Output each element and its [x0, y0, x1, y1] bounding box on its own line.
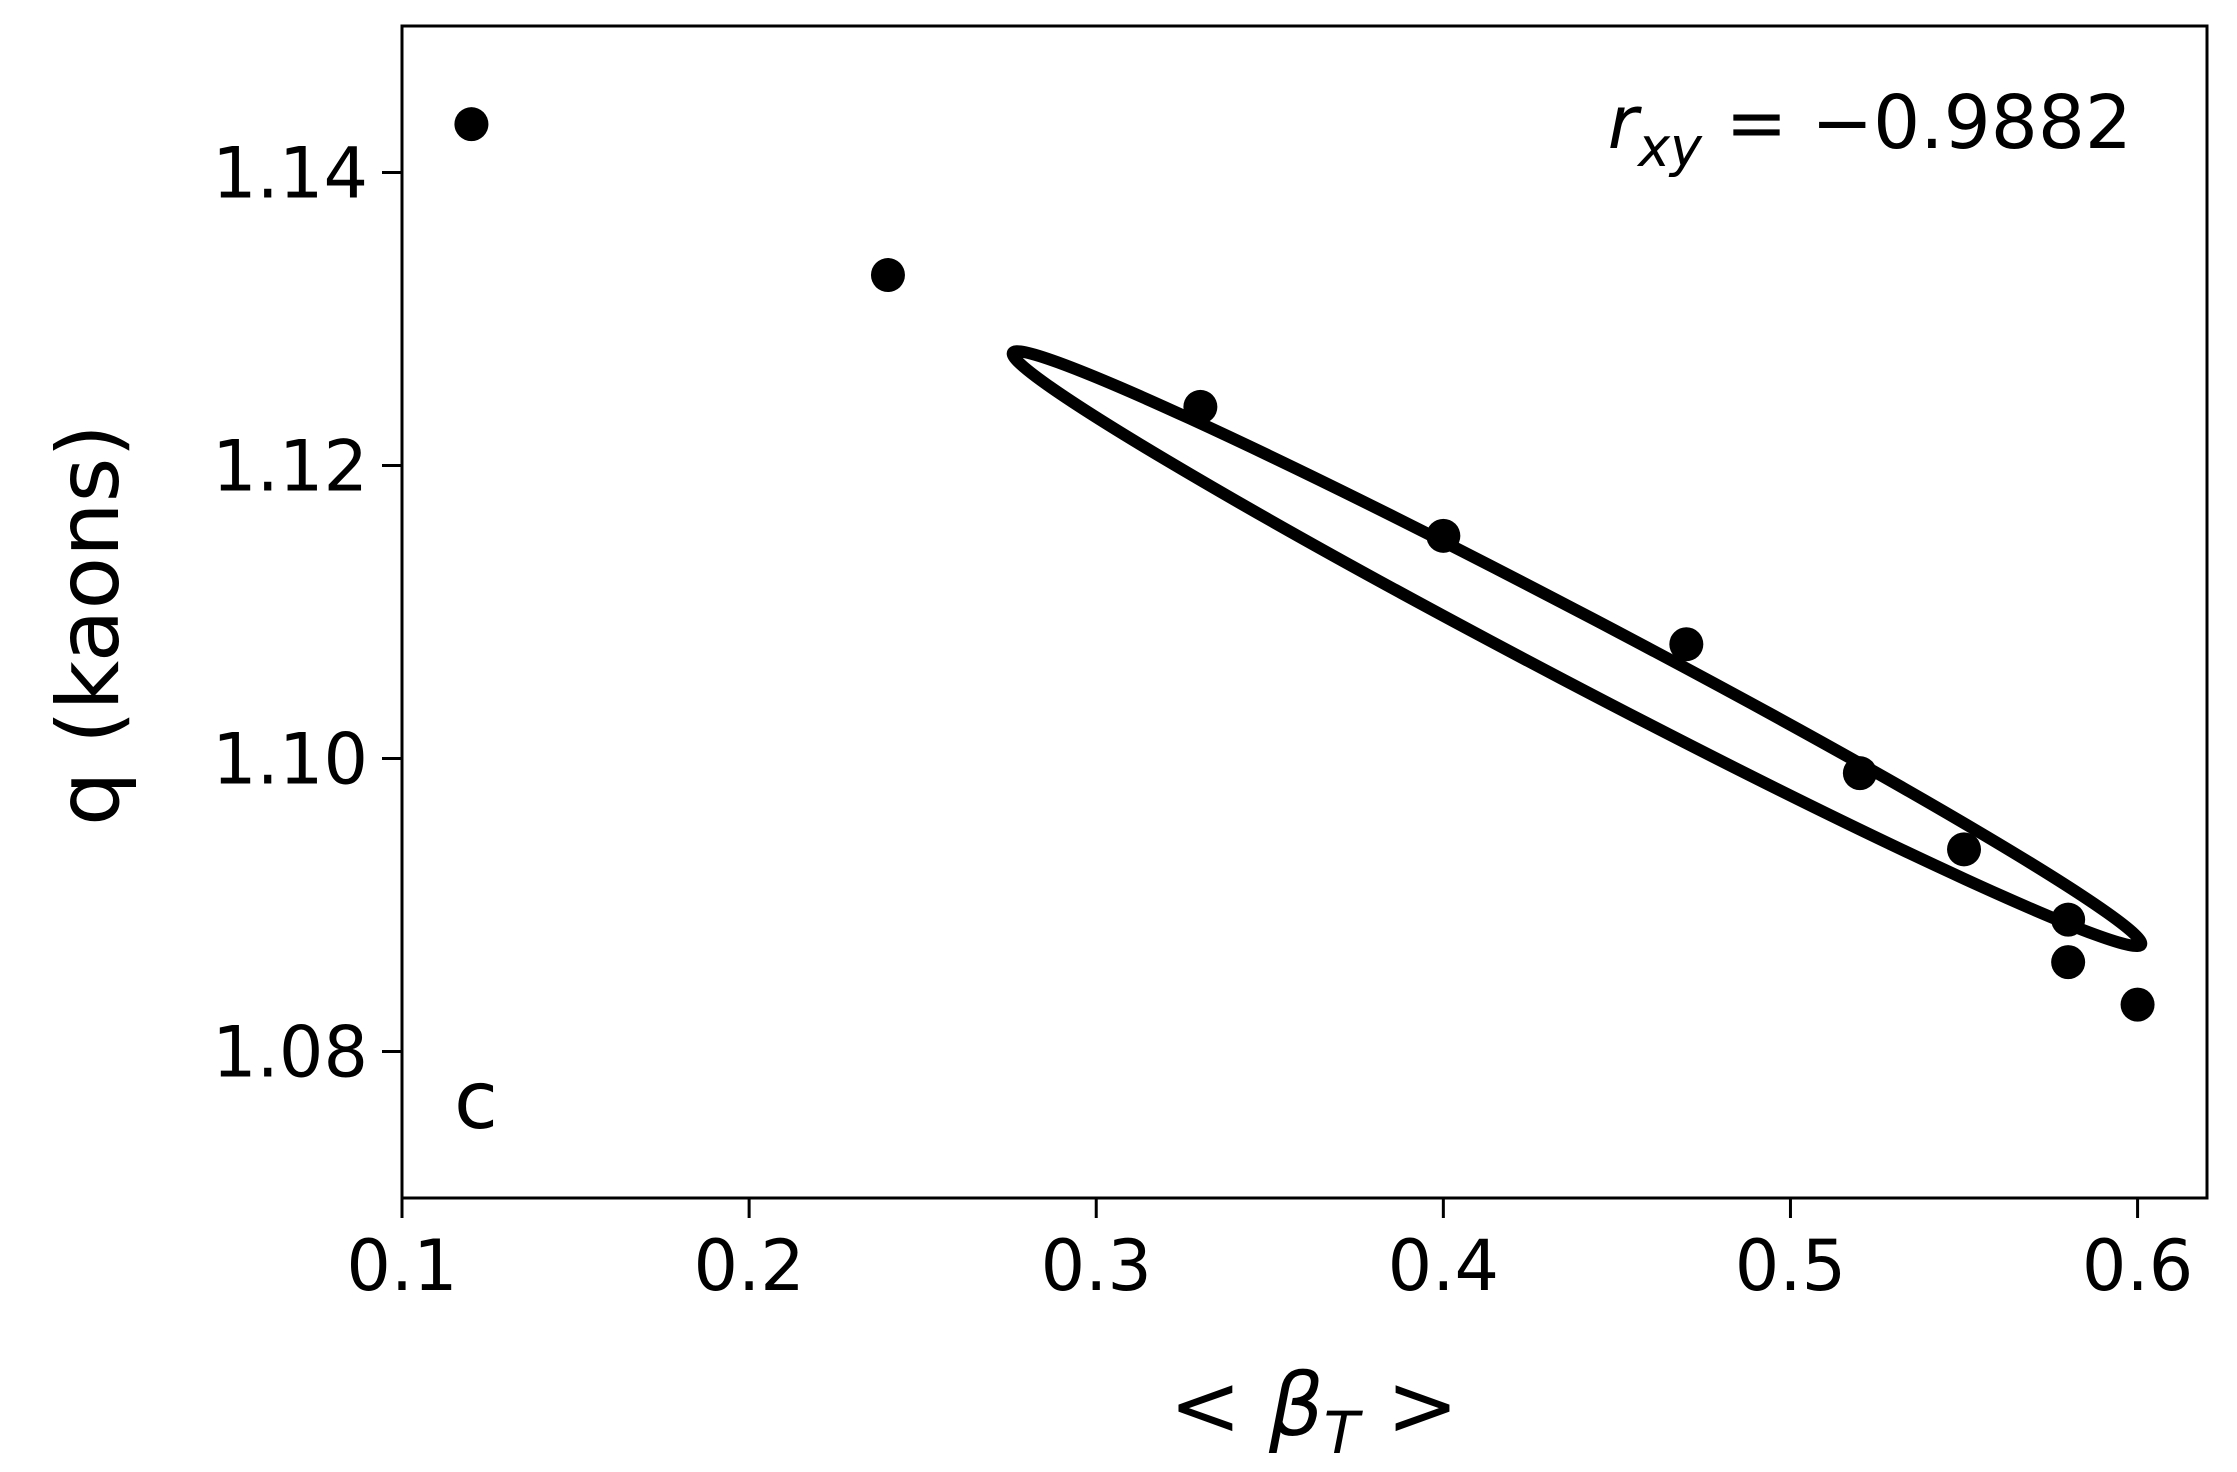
data-point — [454, 107, 489, 142]
y-tick-label: 1.14 — [212, 133, 368, 215]
x-tick-label: 0.1 — [346, 1225, 457, 1307]
confidence-ellipse-layer — [1006, 345, 2148, 953]
x-axis: 0.1 0.2 0.3 0.4 0.5 0.6 — [346, 1198, 2193, 1307]
correlation-annotation: rxy = −0.9882 — [1608, 80, 2132, 179]
x-label-symbol: β — [1268, 1356, 1324, 1456]
data-points-layer — [454, 107, 2155, 1022]
annotation-equals: = — [1702, 80, 1811, 166]
x-axis-label: < βT > — [1169, 1356, 1458, 1467]
x-tick-label: 0.5 — [1735, 1225, 1846, 1307]
plot-frame — [400, 24, 2209, 1200]
annotation-subscript: xy — [1636, 116, 1703, 179]
plot-area — [400, 24, 2209, 1200]
x-tick-label: 0.3 — [1041, 1225, 1152, 1307]
confidence-ellipse — [1006, 345, 2148, 953]
data-point — [1842, 756, 1877, 791]
data-point — [2051, 902, 2086, 937]
data-point — [2120, 987, 2155, 1022]
x-label-close: > — [1359, 1356, 1458, 1456]
data-point — [2051, 945, 2086, 980]
data-point — [1183, 389, 1218, 424]
y-tick-label: 1.10 — [212, 719, 368, 801]
data-point — [1947, 832, 1982, 867]
data-point — [1426, 518, 1461, 553]
x-tick-label: 0.6 — [2082, 1225, 2193, 1307]
y-axis-label: q (kaons) — [39, 424, 139, 826]
panel-label: c — [454, 1054, 498, 1147]
x-tick-label: 0.2 — [693, 1225, 804, 1307]
x-label-subscript: T — [1324, 1399, 1364, 1467]
annotation-symbol: r — [1608, 80, 1643, 166]
annotation-value: −0.9882 — [1811, 80, 2132, 166]
data-point — [870, 258, 905, 293]
y-tick-label: 1.12 — [212, 426, 368, 508]
y-tick-label: 1.08 — [212, 1012, 368, 1094]
x-label-open: < — [1169, 1356, 1268, 1456]
x-tick-label: 0.4 — [1388, 1225, 1499, 1307]
y-axis: 1.08 1.10 1.12 1.14 — [212, 133, 402, 1094]
data-point — [1669, 627, 1704, 662]
